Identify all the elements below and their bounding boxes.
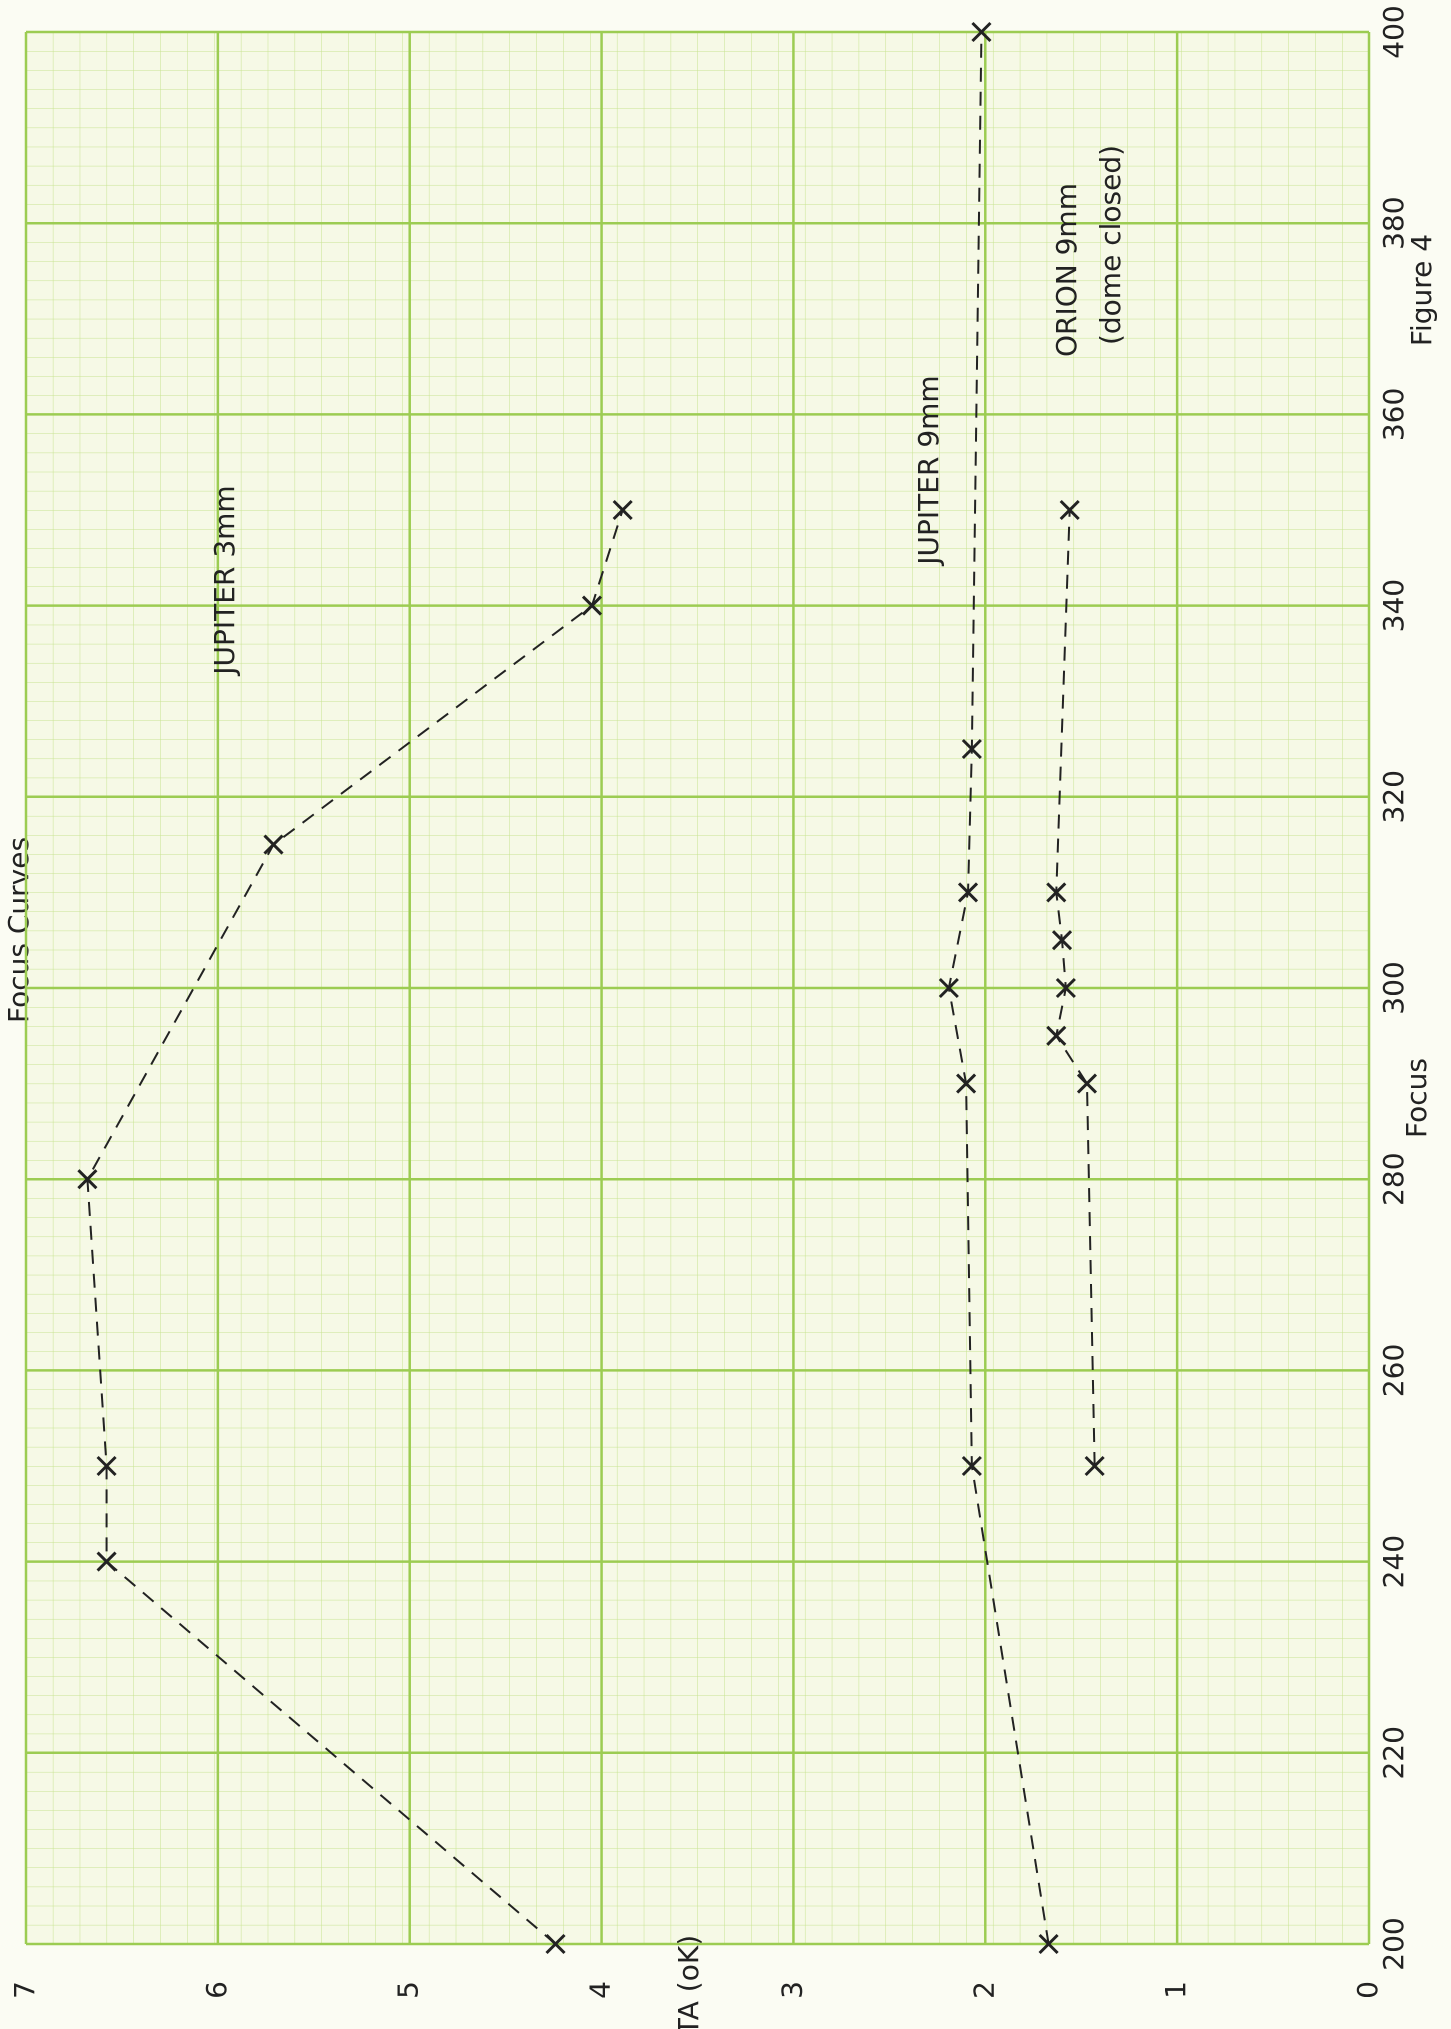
x-tick-label: 380 — [1377, 196, 1410, 249]
chart: Focus Curves Focus TA (oK) Figure 4 (dom… — [0, 0, 1451, 2029]
x-tick-label: 400 — [1377, 5, 1410, 58]
x-tick-label: 340 — [1377, 579, 1410, 632]
y-tick-label: 1 — [1159, 1981, 1192, 1999]
x-axis-label: Focus — [1400, 1058, 1433, 1138]
x-tick-label: 200 — [1377, 1917, 1410, 1970]
series-label: JUPITER 3mm — [208, 485, 241, 676]
x-tick-label: 360 — [1377, 388, 1410, 441]
x-tick-label: 240 — [1377, 1535, 1410, 1588]
x-tick-label: 280 — [1377, 1152, 1410, 1205]
chart-title: Focus Curves — [2, 837, 35, 1023]
annotation: (dome closed) — [1094, 145, 1127, 345]
y-tick-label: 6 — [200, 1981, 233, 1999]
y-tick-label: 7 — [8, 1981, 41, 1999]
y-tick-label: 0 — [1351, 1981, 1384, 1999]
y-tick-label: 2 — [967, 1981, 1000, 1999]
x-tick-label: 260 — [1377, 1344, 1410, 1397]
y-axis-label: TA (oK) — [672, 1935, 705, 2029]
y-tick-label: 3 — [775, 1981, 808, 1999]
y-tick-label: 5 — [392, 1981, 425, 1999]
x-tick-label: 220 — [1377, 1726, 1410, 1779]
series-label: JUPITER 9mm — [912, 375, 945, 566]
series-label: ORION 9mm — [1050, 183, 1083, 357]
y-tick-label: 4 — [584, 1981, 617, 1999]
x-tick-label: 300 — [1377, 961, 1410, 1014]
x-tick-label: 320 — [1377, 770, 1410, 823]
